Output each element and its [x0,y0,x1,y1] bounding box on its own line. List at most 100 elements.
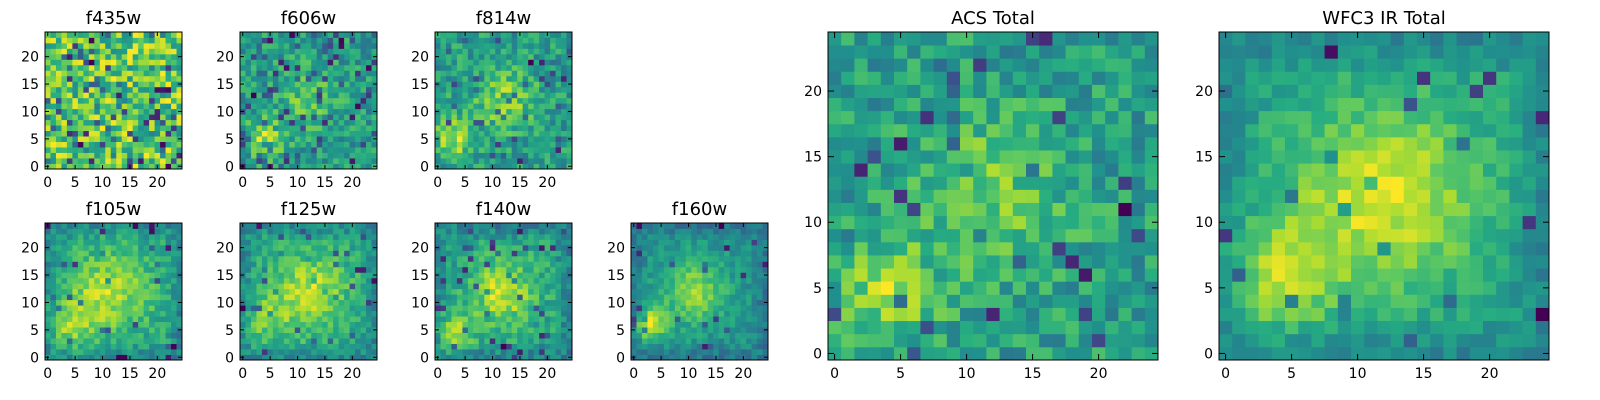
heatmap-cell [138,354,145,361]
heatmap-cell [1144,228,1159,243]
heatmap-cell [300,321,307,328]
heatmap-cell [371,119,378,126]
heatmap-cell [176,255,183,262]
heatmap-cell [99,255,106,262]
heatmap-cell [121,255,128,262]
heatmap-cell [986,241,1000,256]
heatmap-cell [77,283,84,290]
heatmap-cell [451,244,458,251]
heatmap-cell [528,316,535,323]
heatmap-cell [440,272,447,279]
heatmap-cell [300,158,307,164]
heatmap-cell [746,305,752,312]
heatmap-cell [511,92,518,99]
heatmap-cell [511,332,518,339]
heatmap-cell [1131,320,1146,335]
heatmap-cell [946,333,961,348]
heatmap-cell [316,283,323,290]
heatmap-cell [110,119,117,126]
heatmap-cell [316,305,323,312]
heatmap-cell [561,125,567,132]
heatmap-cell [45,75,51,82]
heatmap-cell [440,163,447,170]
heatmap-cell [143,125,150,132]
heatmap-cell [828,268,842,282]
heatmap-cell [278,103,285,110]
heatmap-cell [61,299,68,306]
heatmap-cell [250,59,257,66]
heatmap-cell [338,97,345,104]
heatmap-cell [566,48,573,55]
heatmap-cell [149,108,155,115]
heatmap-cell [489,299,496,306]
heatmap-cell [240,239,246,246]
heatmap-cell [272,244,279,251]
heatmap-cell [77,239,84,246]
heatmap-cell [127,97,134,104]
heatmap-cell [1078,176,1093,190]
heatmap-cell [1092,307,1106,322]
heatmap-cell [746,228,752,235]
heatmap-cell [88,136,95,142]
heatmap-cell [143,338,150,344]
heatmap-cell [462,92,469,99]
heatmap-cell [94,141,101,148]
heatmap-cell [511,114,518,121]
heatmap-cell [757,294,763,301]
heatmap-cell [171,250,177,257]
heatmap-cell [986,333,1000,348]
heatmap-cell [94,299,101,306]
heatmap-cell [261,332,268,339]
heatmap-cell [366,53,372,60]
heatmap-cell [495,152,502,159]
heatmap-cell [451,108,458,115]
heatmap-cell [55,332,62,339]
heatmap-cell [289,114,296,121]
heatmap-cell [1118,307,1132,322]
heatmap-cell [511,343,518,350]
heatmap-cell [740,349,747,355]
heatmap-cell [933,268,948,282]
heatmap-cell [445,354,452,361]
heatmap-cell [751,272,758,279]
heatmap-cell [171,255,177,262]
heatmap-cell [154,250,161,257]
heatmap-cell [355,53,361,60]
heatmap-cell [349,228,356,235]
heatmap-cell [149,294,155,301]
heatmap-cell [283,223,290,229]
heatmap-cell [94,338,101,344]
y-tick-label: 20 [21,241,39,257]
heatmap-cell [828,163,842,177]
heatmap-cell [1039,333,1053,348]
heatmap-cell [539,114,545,121]
heatmap-cell [561,338,567,344]
heatmap-cell [652,223,659,229]
heatmap-cell [261,321,268,328]
heatmap-cell [105,92,112,99]
heatmap-cell [456,75,463,82]
heatmap-cell [160,163,166,170]
heatmap-cell [757,244,763,251]
heatmap-cell [121,233,128,240]
heatmap-cell [316,239,323,246]
heatmap-cell [154,283,161,290]
heatmap-cell [517,244,524,251]
heatmap-cell [550,277,556,284]
heatmap-cell [1012,320,1027,335]
heatmap-cell [751,294,758,301]
heatmap-cell [289,228,296,235]
heatmap-cell [127,250,134,257]
heatmap-cell [691,294,698,301]
heatmap-cell [762,283,769,290]
heatmap-cell [327,228,334,235]
heatmap-cell [522,141,529,148]
heatmap-cell [506,332,513,339]
heatmap-cell [371,228,378,235]
heatmap-cell [478,64,485,71]
heatmap-cell [160,48,166,55]
heatmap-cell [289,75,296,82]
heatmap-cell [132,37,139,44]
y-tick-label: 15 [411,268,429,284]
heatmap-cell [539,327,545,333]
